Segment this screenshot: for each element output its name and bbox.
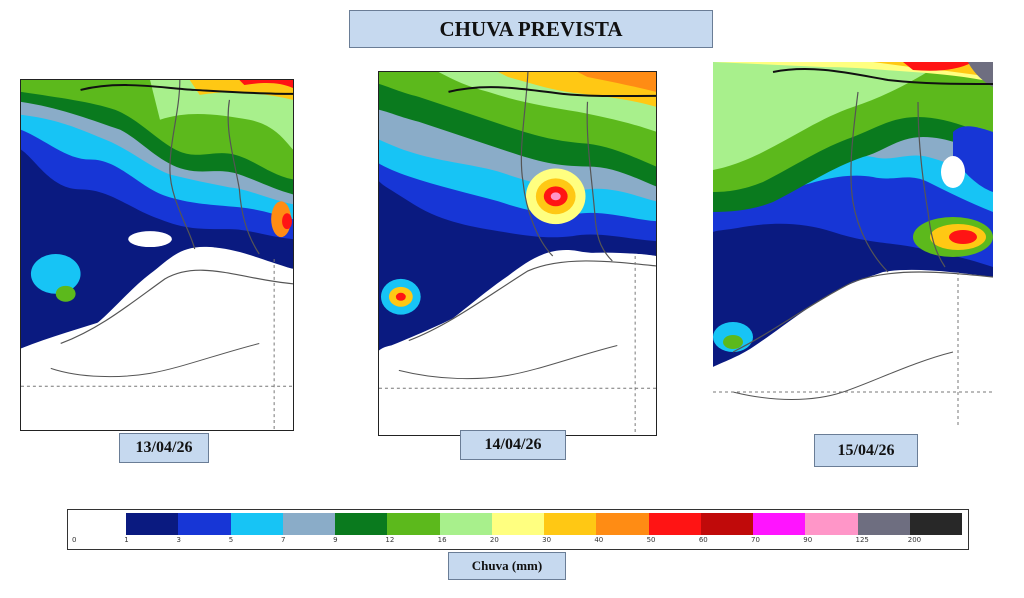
legend-tick-label: 200 (907, 536, 922, 544)
forecast-map-14-04 (378, 71, 657, 436)
legend-swatch (648, 513, 701, 535)
legend-tick-label: 5 (228, 536, 234, 544)
legend-swatch (282, 513, 336, 535)
legend-swatch (230, 513, 283, 535)
legend-swatch (491, 513, 545, 535)
legend-swatch (596, 513, 649, 535)
legend-tick-label: 7 (280, 536, 286, 544)
legend-title: Chuva (mm) (448, 552, 566, 580)
legend-swatch (700, 513, 754, 535)
forecast-map-15-04 (713, 62, 993, 428)
color-legend: 0 1 3 5 7 9 12 16 20 30 40 50 60 70 90 125 200 (67, 509, 969, 550)
legend-tick-label: 90 (803, 536, 813, 544)
legend-swatch (753, 513, 806, 535)
legend-swatch (909, 513, 962, 535)
legend-ticks: 0 1 3 5 7 9 12 16 20 30 40 50 60 70 90 125 200 (72, 535, 962, 549)
legend-swatch (387, 513, 440, 535)
legend-swatch (544, 513, 597, 535)
legend-tick-label: 40 (594, 536, 604, 544)
date-label-1: 13/04/26 (119, 433, 209, 463)
legend-tick-label: 1 (124, 536, 129, 544)
legend-swatch (805, 513, 858, 535)
legend-tick-label: 125 (855, 536, 869, 544)
legend-tick-label: 50 (646, 536, 656, 544)
legend-tick-label: 30 (542, 536, 552, 544)
rainfall-map-1 (21, 80, 293, 430)
legend-tick-label: 3 (176, 536, 181, 544)
page-title: CHUVA PREVISTA (349, 10, 713, 48)
legend-tick-label: 20 (489, 536, 499, 544)
legend-tick-label: 60 (698, 536, 708, 544)
legend-tick-label: 12 (385, 536, 395, 544)
legend-swatches (74, 513, 962, 535)
rainfall-map-2 (379, 72, 656, 435)
legend-swatch (178, 513, 231, 535)
legend-tick-label: 70 (751, 536, 760, 544)
legend-swatch (74, 513, 127, 535)
legend-swatch (126, 513, 179, 535)
rainfall-map-3 (713, 62, 993, 428)
date-label-3: 15/04/26 (814, 434, 918, 467)
legend-swatch (439, 513, 492, 535)
legend-swatch (335, 513, 388, 535)
forecast-map-13-04 (20, 79, 294, 431)
legend-tick-label: 9 (333, 536, 338, 544)
legend-swatch (857, 513, 910, 535)
legend-tick-label: 16 (437, 536, 447, 544)
date-label-2: 14/04/26 (460, 430, 566, 460)
legend-tick-label: 0 (72, 536, 77, 544)
